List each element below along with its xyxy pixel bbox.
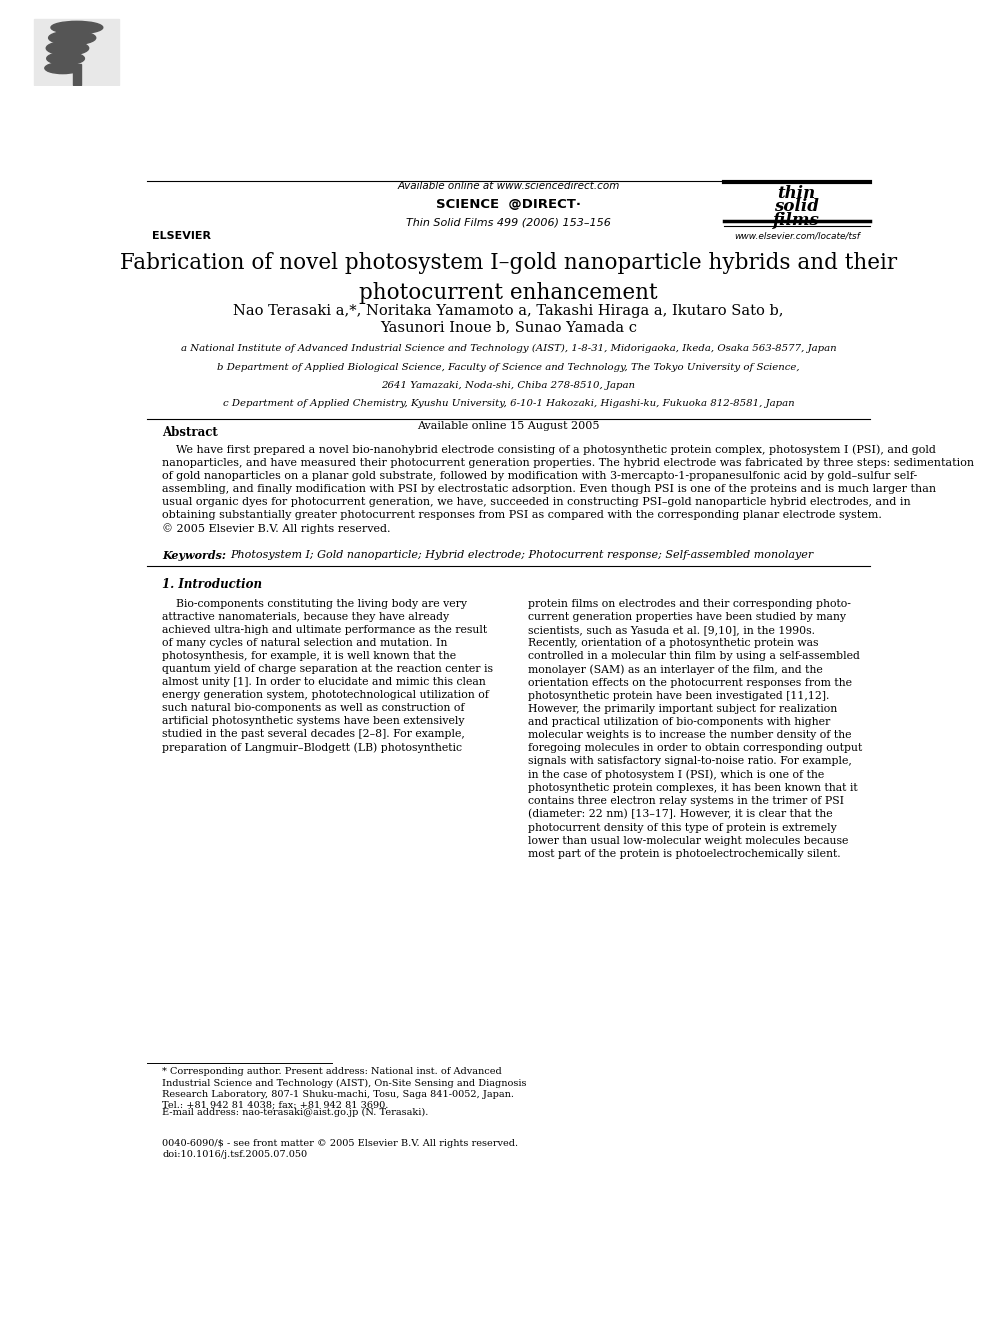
Text: Available online at www.sciencedirect.com: Available online at www.sciencedirect.co… xyxy=(397,181,620,191)
Ellipse shape xyxy=(47,41,88,56)
Text: Available online 15 August 2005: Available online 15 August 2005 xyxy=(418,421,599,430)
Ellipse shape xyxy=(45,62,80,74)
Text: 0040-6090/$ - see front matter © 2005 Elsevier B.V. All rights reserved.
doi:10.: 0040-6090/$ - see front matter © 2005 El… xyxy=(163,1139,519,1159)
Text: protein films on electrodes and their corresponding photo-
current generation pr: protein films on electrodes and their co… xyxy=(528,599,862,859)
Text: SCIENCE  @DIRECT·: SCIENCE @DIRECT· xyxy=(435,198,581,212)
Text: films: films xyxy=(773,212,820,229)
Text: b Department of Applied Biological Science, Faculty of Science and Technology, T: b Department of Applied Biological Scien… xyxy=(217,363,800,372)
Ellipse shape xyxy=(51,21,103,33)
Text: Fabrication of novel photosystem I–gold nanoparticle hybrids and their
photocurr: Fabrication of novel photosystem I–gold … xyxy=(120,253,897,304)
Bar xyxy=(73,64,80,85)
Text: Keywords:: Keywords: xyxy=(163,550,226,561)
Text: Nao Terasaki a,*, Noritaka Yamamoto a, Takashi Hiraga a, Ikutaro Sato b,: Nao Terasaki a,*, Noritaka Yamamoto a, T… xyxy=(233,304,784,319)
Text: www.elsevier.com/locate/tsf: www.elsevier.com/locate/tsf xyxy=(734,232,860,239)
Text: * Corresponding author. Present address: National inst. of Advanced
Industrial S: * Corresponding author. Present address:… xyxy=(163,1068,527,1110)
Text: Abstract: Abstract xyxy=(163,426,218,439)
Ellipse shape xyxy=(49,30,95,45)
Text: Bio-components constituting the living body are very
attractive nanomaterials, b: Bio-components constituting the living b… xyxy=(163,599,493,753)
Ellipse shape xyxy=(47,53,84,65)
Text: 1. Introduction: 1. Introduction xyxy=(163,578,263,591)
Text: 2641 Yamazaki, Noda-shi, Chiba 278-8510, Japan: 2641 Yamazaki, Noda-shi, Chiba 278-8510,… xyxy=(381,381,636,390)
Text: solid: solid xyxy=(775,198,819,216)
Text: E-mail address: nao-terasaki@aist.go.jp (N. Terasaki).: E-mail address: nao-terasaki@aist.go.jp … xyxy=(163,1109,429,1118)
Text: Thin Solid Films 499 (2006) 153–156: Thin Solid Films 499 (2006) 153–156 xyxy=(406,218,611,228)
Text: Yasunori Inoue b, Sunao Yamada c: Yasunori Inoue b, Sunao Yamada c xyxy=(380,320,637,335)
Text: We have first prepared a novel bio-nanohybrid electrode consisting of a photosyn: We have first prepared a novel bio-nanoh… xyxy=(163,445,974,534)
Text: thin: thin xyxy=(778,185,815,202)
Text: ELSEVIER: ELSEVIER xyxy=(152,232,211,241)
Text: c Department of Applied Chemistry, Kyushu University, 6-10-1 Hakozaki, Higashi-k: c Department of Applied Chemistry, Kyush… xyxy=(222,400,795,409)
Text: a National Institute of Advanced Industrial Science and Technology (AIST), 1-8-3: a National Institute of Advanced Industr… xyxy=(181,344,836,353)
Text: Photosystem I; Gold nanoparticle; Hybrid electrode; Photocurrent response; Self-: Photosystem I; Gold nanoparticle; Hybrid… xyxy=(230,550,813,560)
